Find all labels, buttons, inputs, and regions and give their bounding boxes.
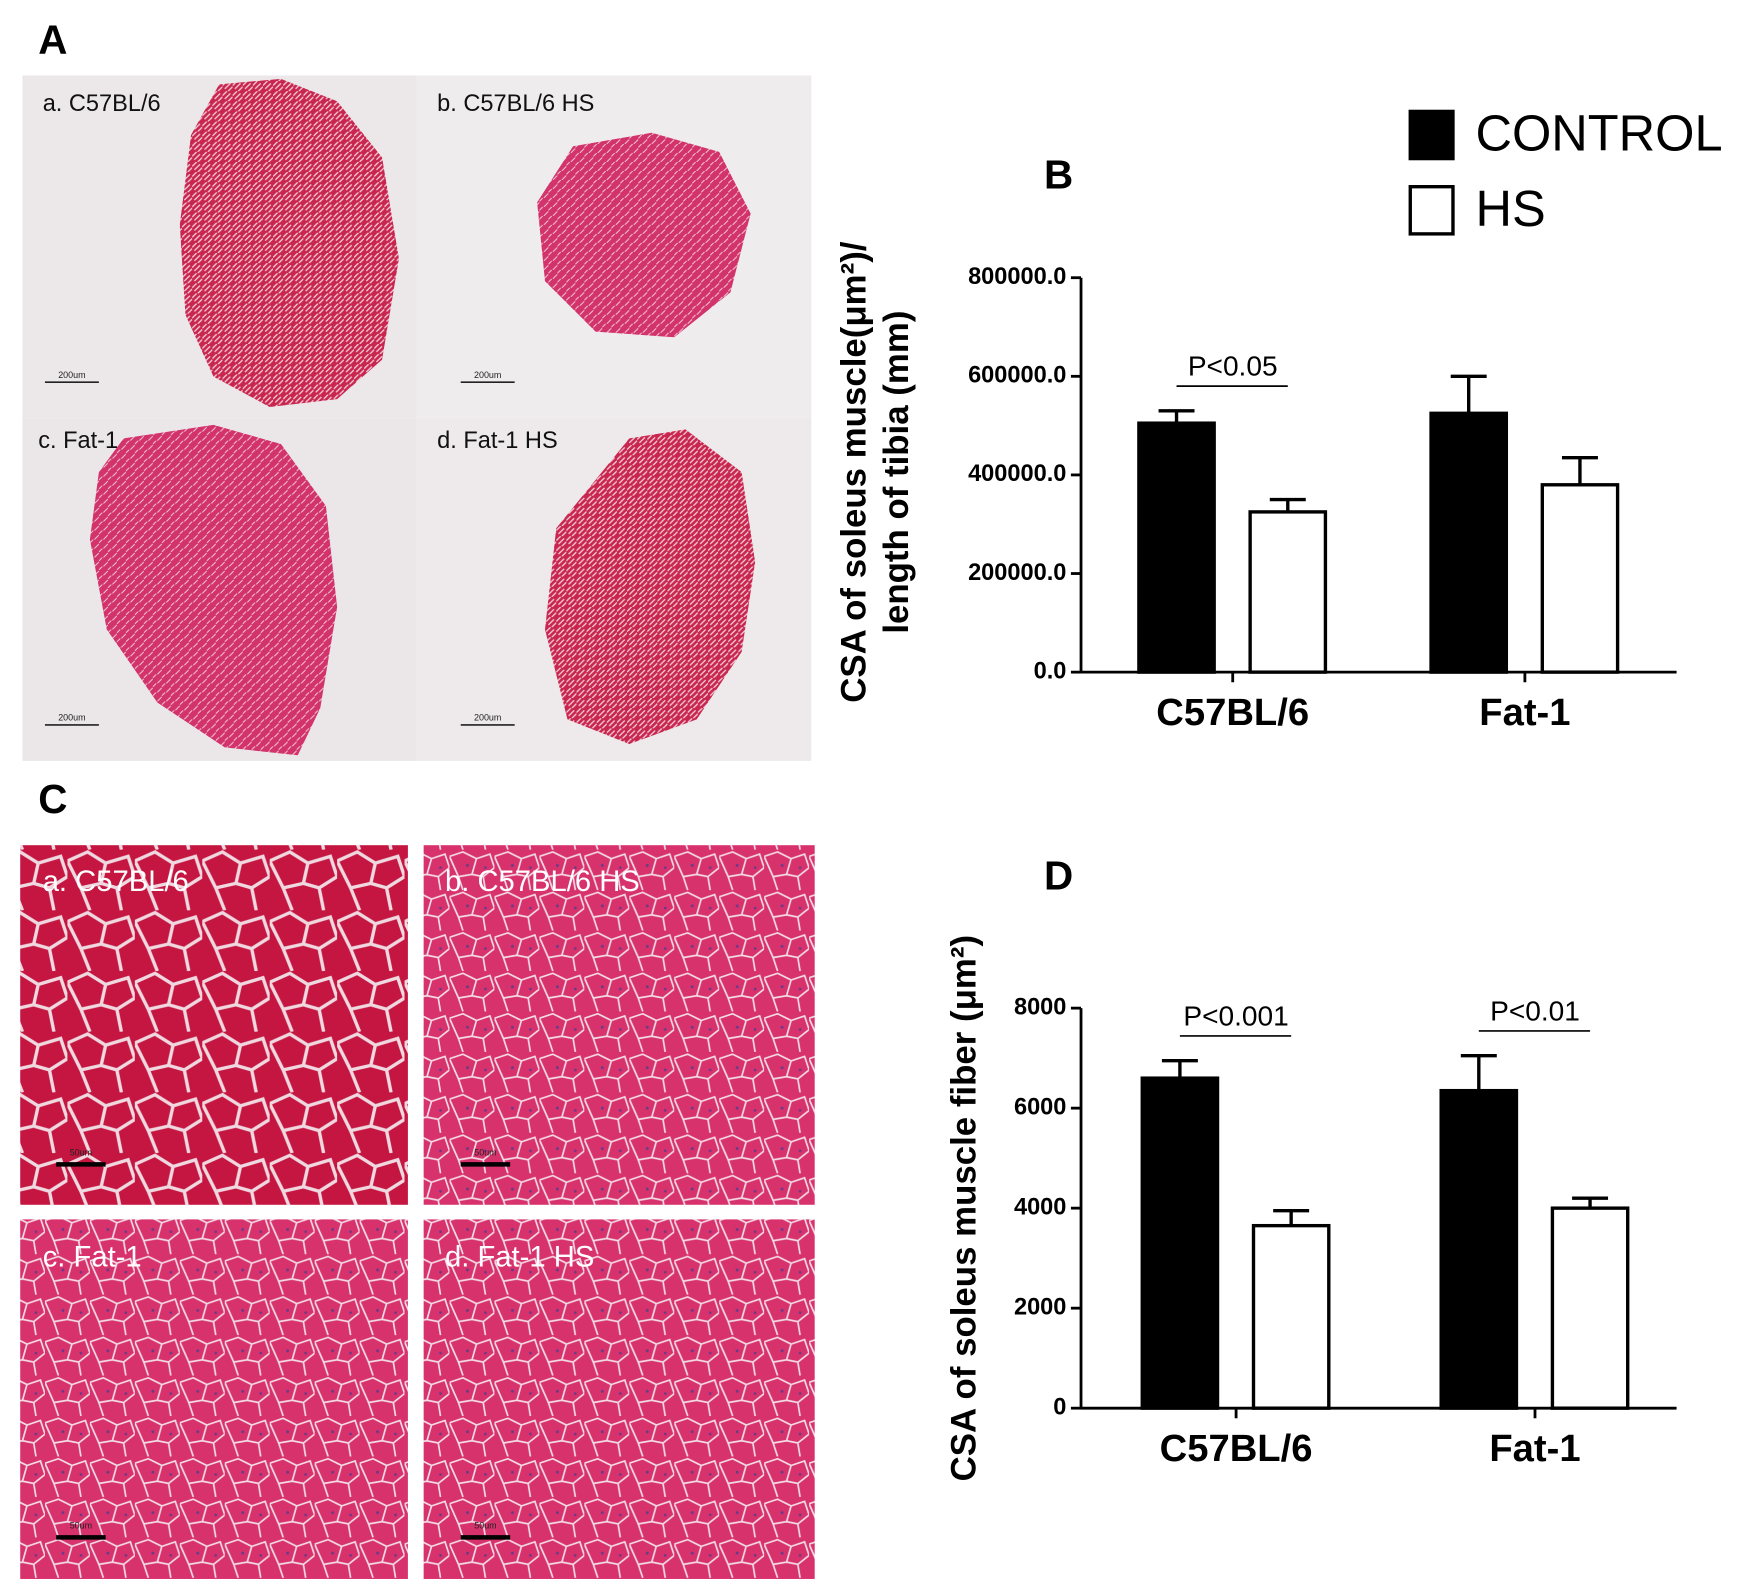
scale-bar-label: 200um bbox=[58, 370, 85, 380]
bar bbox=[1439, 1088, 1519, 1410]
scale-bar-label: 200um bbox=[474, 370, 501, 380]
bar bbox=[1251, 1223, 1331, 1410]
y-tick-label: 8000 bbox=[1014, 993, 1066, 1019]
legend-label: CONTROL bbox=[1475, 105, 1722, 162]
legend-swatch bbox=[1408, 109, 1455, 161]
muscle-section bbox=[89, 424, 338, 756]
micrograph bbox=[20, 845, 408, 1205]
bar bbox=[1248, 510, 1328, 674]
x-tick-label: Fat-1 bbox=[1479, 691, 1570, 734]
y-tick-label: 2000 bbox=[1014, 1293, 1066, 1319]
x-tick-label: C57BL/6 bbox=[1160, 1427, 1313, 1470]
y-tick-label: 4000 bbox=[1014, 1193, 1066, 1219]
y-tick-label: 0.0 bbox=[1034, 657, 1067, 683]
y-axis-label: CSA of soleus muscle fiber (μm²) bbox=[945, 935, 984, 1481]
y-tick-label: 6000 bbox=[1014, 1093, 1066, 1119]
micrograph-label: b. C57BL/6 HS bbox=[437, 90, 594, 116]
micrograph bbox=[423, 845, 815, 1205]
y-axis-label: CSA of soleus muscle(μm²)/ bbox=[834, 241, 873, 703]
micrograph bbox=[423, 1219, 815, 1579]
panel-label: C bbox=[38, 776, 67, 822]
panel-label: A bbox=[38, 17, 67, 63]
muscle-section bbox=[545, 429, 756, 745]
y-axis-label: length of tibia (mm) bbox=[877, 311, 916, 634]
muscle-section bbox=[179, 78, 399, 407]
scale-bar-label: 200um bbox=[474, 713, 501, 723]
micrograph bbox=[20, 1219, 408, 1579]
bar bbox=[1540, 483, 1620, 674]
micrograph-label: a. C57BL/6 bbox=[43, 866, 189, 898]
y-tick-label: 400000.0 bbox=[968, 460, 1066, 486]
significance-label: P<0.001 bbox=[1183, 1000, 1288, 1031]
micrograph-label: c. Fat-1 bbox=[43, 1241, 142, 1273]
micrograph-label: d. Fat-1 HS bbox=[437, 427, 558, 453]
scale-bar-label: 50um bbox=[70, 1521, 92, 1531]
scale-bar-label: 50um bbox=[70, 1147, 92, 1157]
micrograph-label: d. Fat-1 HS bbox=[445, 1241, 594, 1273]
micrograph-label: c. Fat-1 bbox=[38, 427, 118, 453]
significance-label: P<0.01 bbox=[1490, 995, 1580, 1026]
significance-label: P<0.05 bbox=[1188, 351, 1278, 382]
bar bbox=[1429, 411, 1509, 674]
legend-swatch bbox=[1408, 185, 1455, 236]
y-tick-label: 0 bbox=[1053, 1393, 1066, 1419]
x-tick-label: C57BL/6 bbox=[1156, 691, 1309, 734]
bar bbox=[1140, 1076, 1220, 1410]
micrograph-label: a. C57BL/6 bbox=[43, 90, 161, 116]
legend-label: HS bbox=[1475, 180, 1545, 237]
bar bbox=[1550, 1206, 1630, 1410]
panel-label: D bbox=[1044, 853, 1073, 899]
y-tick-label: 200000.0 bbox=[968, 559, 1066, 585]
panel-a-micrographs bbox=[22, 75, 812, 761]
panel-c-micrographs bbox=[20, 845, 815, 1579]
micrograph-label: b. C57BL/6 HS bbox=[445, 866, 640, 898]
scale-bar-label: 50um bbox=[474, 1147, 496, 1157]
panel-label: B bbox=[1044, 151, 1073, 197]
muscle-section bbox=[537, 132, 751, 338]
bar bbox=[1137, 421, 1216, 674]
y-tick-label: 800000.0 bbox=[968, 263, 1066, 289]
y-tick-label: 600000.0 bbox=[968, 362, 1066, 388]
scale-bar-label: 50um bbox=[474, 1521, 496, 1531]
scale-bar-label: 200um bbox=[58, 713, 85, 723]
x-tick-label: Fat-1 bbox=[1489, 1427, 1580, 1470]
